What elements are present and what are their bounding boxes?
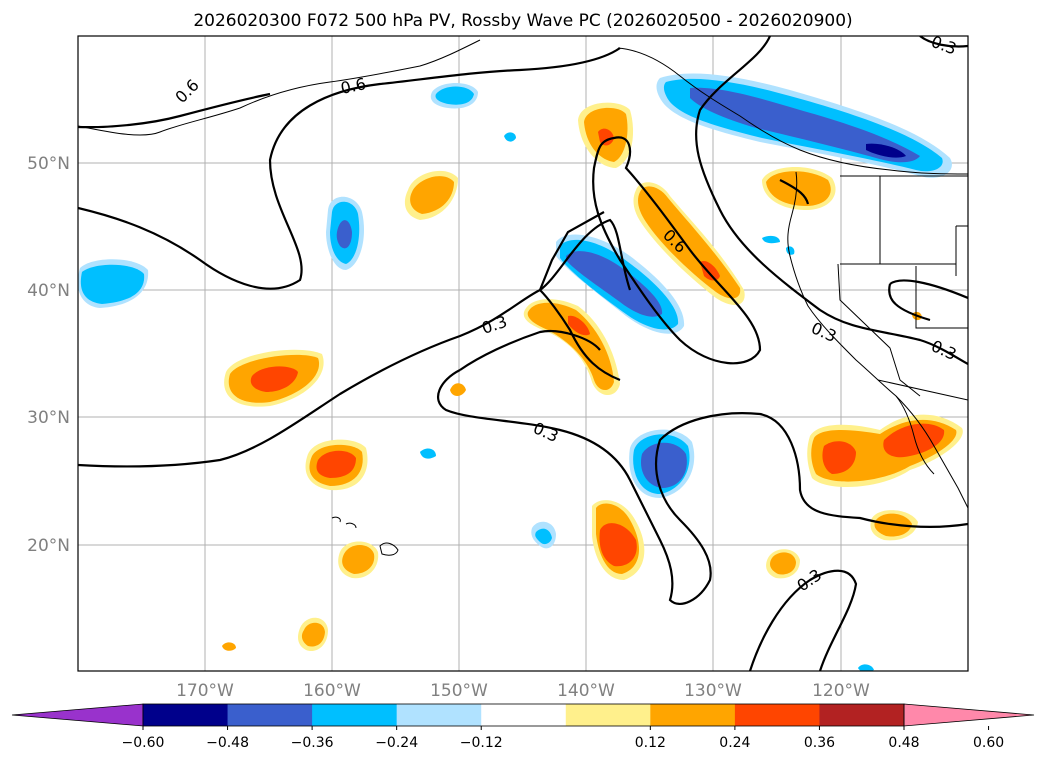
pv-contours (78, 36, 968, 671)
anomaly-blob (531, 521, 556, 549)
anomaly-blob (430, 83, 478, 109)
anomaly-blob (629, 429, 695, 498)
contour-0.6-north (78, 47, 621, 290)
colorbar-tick-label: −0.48 (206, 735, 249, 751)
lon-label-120w: 120°W (812, 681, 870, 701)
colorbar-extend-min (11, 703, 144, 727)
alaska-bc-coast (617, 47, 968, 175)
anomaly-blob (578, 102, 634, 168)
contour-0.3-main (78, 218, 632, 468)
anomaly-blob (523, 299, 620, 396)
colorbar-segment (227, 704, 313, 726)
anomaly-blob (420, 448, 436, 459)
us-west-coast (787, 171, 968, 509)
colorbar-tick-label: 0.48 (888, 735, 919, 751)
colorbar-segment (650, 704, 736, 726)
anomaly-blob (450, 383, 466, 396)
colorbar-ticks: −0.60 −0.48 −0.36 −0.24 −0.12 0.12 0.24 0.36 0.4… (122, 726, 1004, 751)
lat-label-50n: 50°N (27, 154, 70, 174)
lon-label-170w: 170°W (176, 681, 234, 701)
contour-0.3-ridge (539, 289, 621, 382)
anomaly-blob (78, 259, 149, 308)
contour-label: 0.6 (339, 74, 368, 98)
contour-0.3-southeast (748, 569, 858, 671)
baja-california (895, 395, 935, 475)
lon-label-160w: 160°W (303, 681, 361, 701)
colorbar-extend-max (903, 703, 1035, 727)
colorbar-tick-label: −0.60 (122, 735, 165, 751)
lat-label-40n: 40°N (27, 281, 70, 301)
anomaly-blob (305, 439, 368, 491)
colorbar-segment (396, 704, 482, 726)
contour-fragment (779, 179, 810, 205)
lon-label-130w: 130°W (684, 681, 742, 701)
lon-label-140w: 140°W (557, 681, 615, 701)
map-frame (77, 35, 969, 672)
colorbar-tick-label: −0.12 (460, 735, 503, 751)
coastlines (78, 39, 968, 556)
map-panel: 0.6 0.6 0.6 0.3 0.3 0.3 0.3 0.3 0.3 50°N… (27, 35, 969, 701)
state-borders (840, 176, 968, 276)
anomaly-blob (762, 235, 780, 244)
anomaly-blob (222, 642, 236, 651)
ca-nv-border (837, 263, 921, 397)
lon-label-150w: 150°W (430, 681, 488, 701)
anomaly-blob (224, 349, 324, 407)
anomaly-blob (858, 664, 874, 671)
az-border (915, 266, 968, 329)
anomaly-blob (326, 196, 365, 270)
aleutian-coast (78, 39, 481, 136)
colorbar-tick-label: 0.36 (804, 735, 835, 751)
contour-0.6-trough (592, 136, 762, 365)
colorbar: −0.60 −0.48 −0.36 −0.24 −0.12 0.12 0.24 0.36 0.4… (11, 703, 1035, 751)
lat-label-20n: 20°N (27, 536, 70, 556)
colorbar-segment (734, 704, 820, 726)
colorbar-segment (143, 704, 229, 726)
colorbar-tick-label: −0.24 (375, 735, 418, 751)
anomaly-blob (807, 414, 963, 488)
hawaii-islands (379, 542, 399, 556)
anomaly-blob (656, 73, 952, 178)
colorbar-segment (819, 704, 905, 726)
contour-0.3-south (437, 369, 968, 606)
longitude-labels: 170°W 160°W 150°W 140°W 130°W 120°W (176, 681, 870, 701)
colorbar-tick-label: 0.60 (973, 735, 1004, 751)
latitude-labels: 50°N 40°N 30°N 20°N (27, 154, 70, 556)
lat-label-30n: 30°N (27, 408, 70, 428)
contour-0.3-connect (459, 330, 601, 371)
contour-0.6-west (78, 92, 271, 129)
us-mexico-border (877, 379, 968, 401)
negative-anomalies (78, 73, 952, 671)
contour-segment (538, 211, 605, 291)
colorbar-frame (142, 703, 905, 727)
colorbar-segments (11, 703, 1035, 727)
anomaly-blob (338, 541, 379, 579)
contour-0.3-land (888, 279, 968, 322)
colorbar-segment (481, 704, 567, 726)
anomaly-blob (298, 617, 328, 652)
anomaly-blob (556, 234, 685, 334)
contour-0.6-east (694, 36, 968, 365)
anomaly-blob (592, 500, 645, 580)
colorbar-segment (312, 704, 398, 726)
colorbar-tick-label: 0.24 (719, 735, 750, 751)
contour-0.3-ne (919, 36, 968, 48)
colorbar-segment (565, 704, 651, 726)
colorbar-tick-label: 0.12 (635, 735, 666, 751)
anomaly-blob (504, 132, 516, 142)
map-title: 2026020300 F072 500 hPa PV, Rossby Wave … (193, 11, 852, 31)
anomaly-blob (404, 170, 458, 220)
colorbar-tick-label: −0.36 (291, 735, 334, 751)
anomaly-blob (766, 549, 800, 579)
hawaii-islands-west (331, 516, 357, 529)
